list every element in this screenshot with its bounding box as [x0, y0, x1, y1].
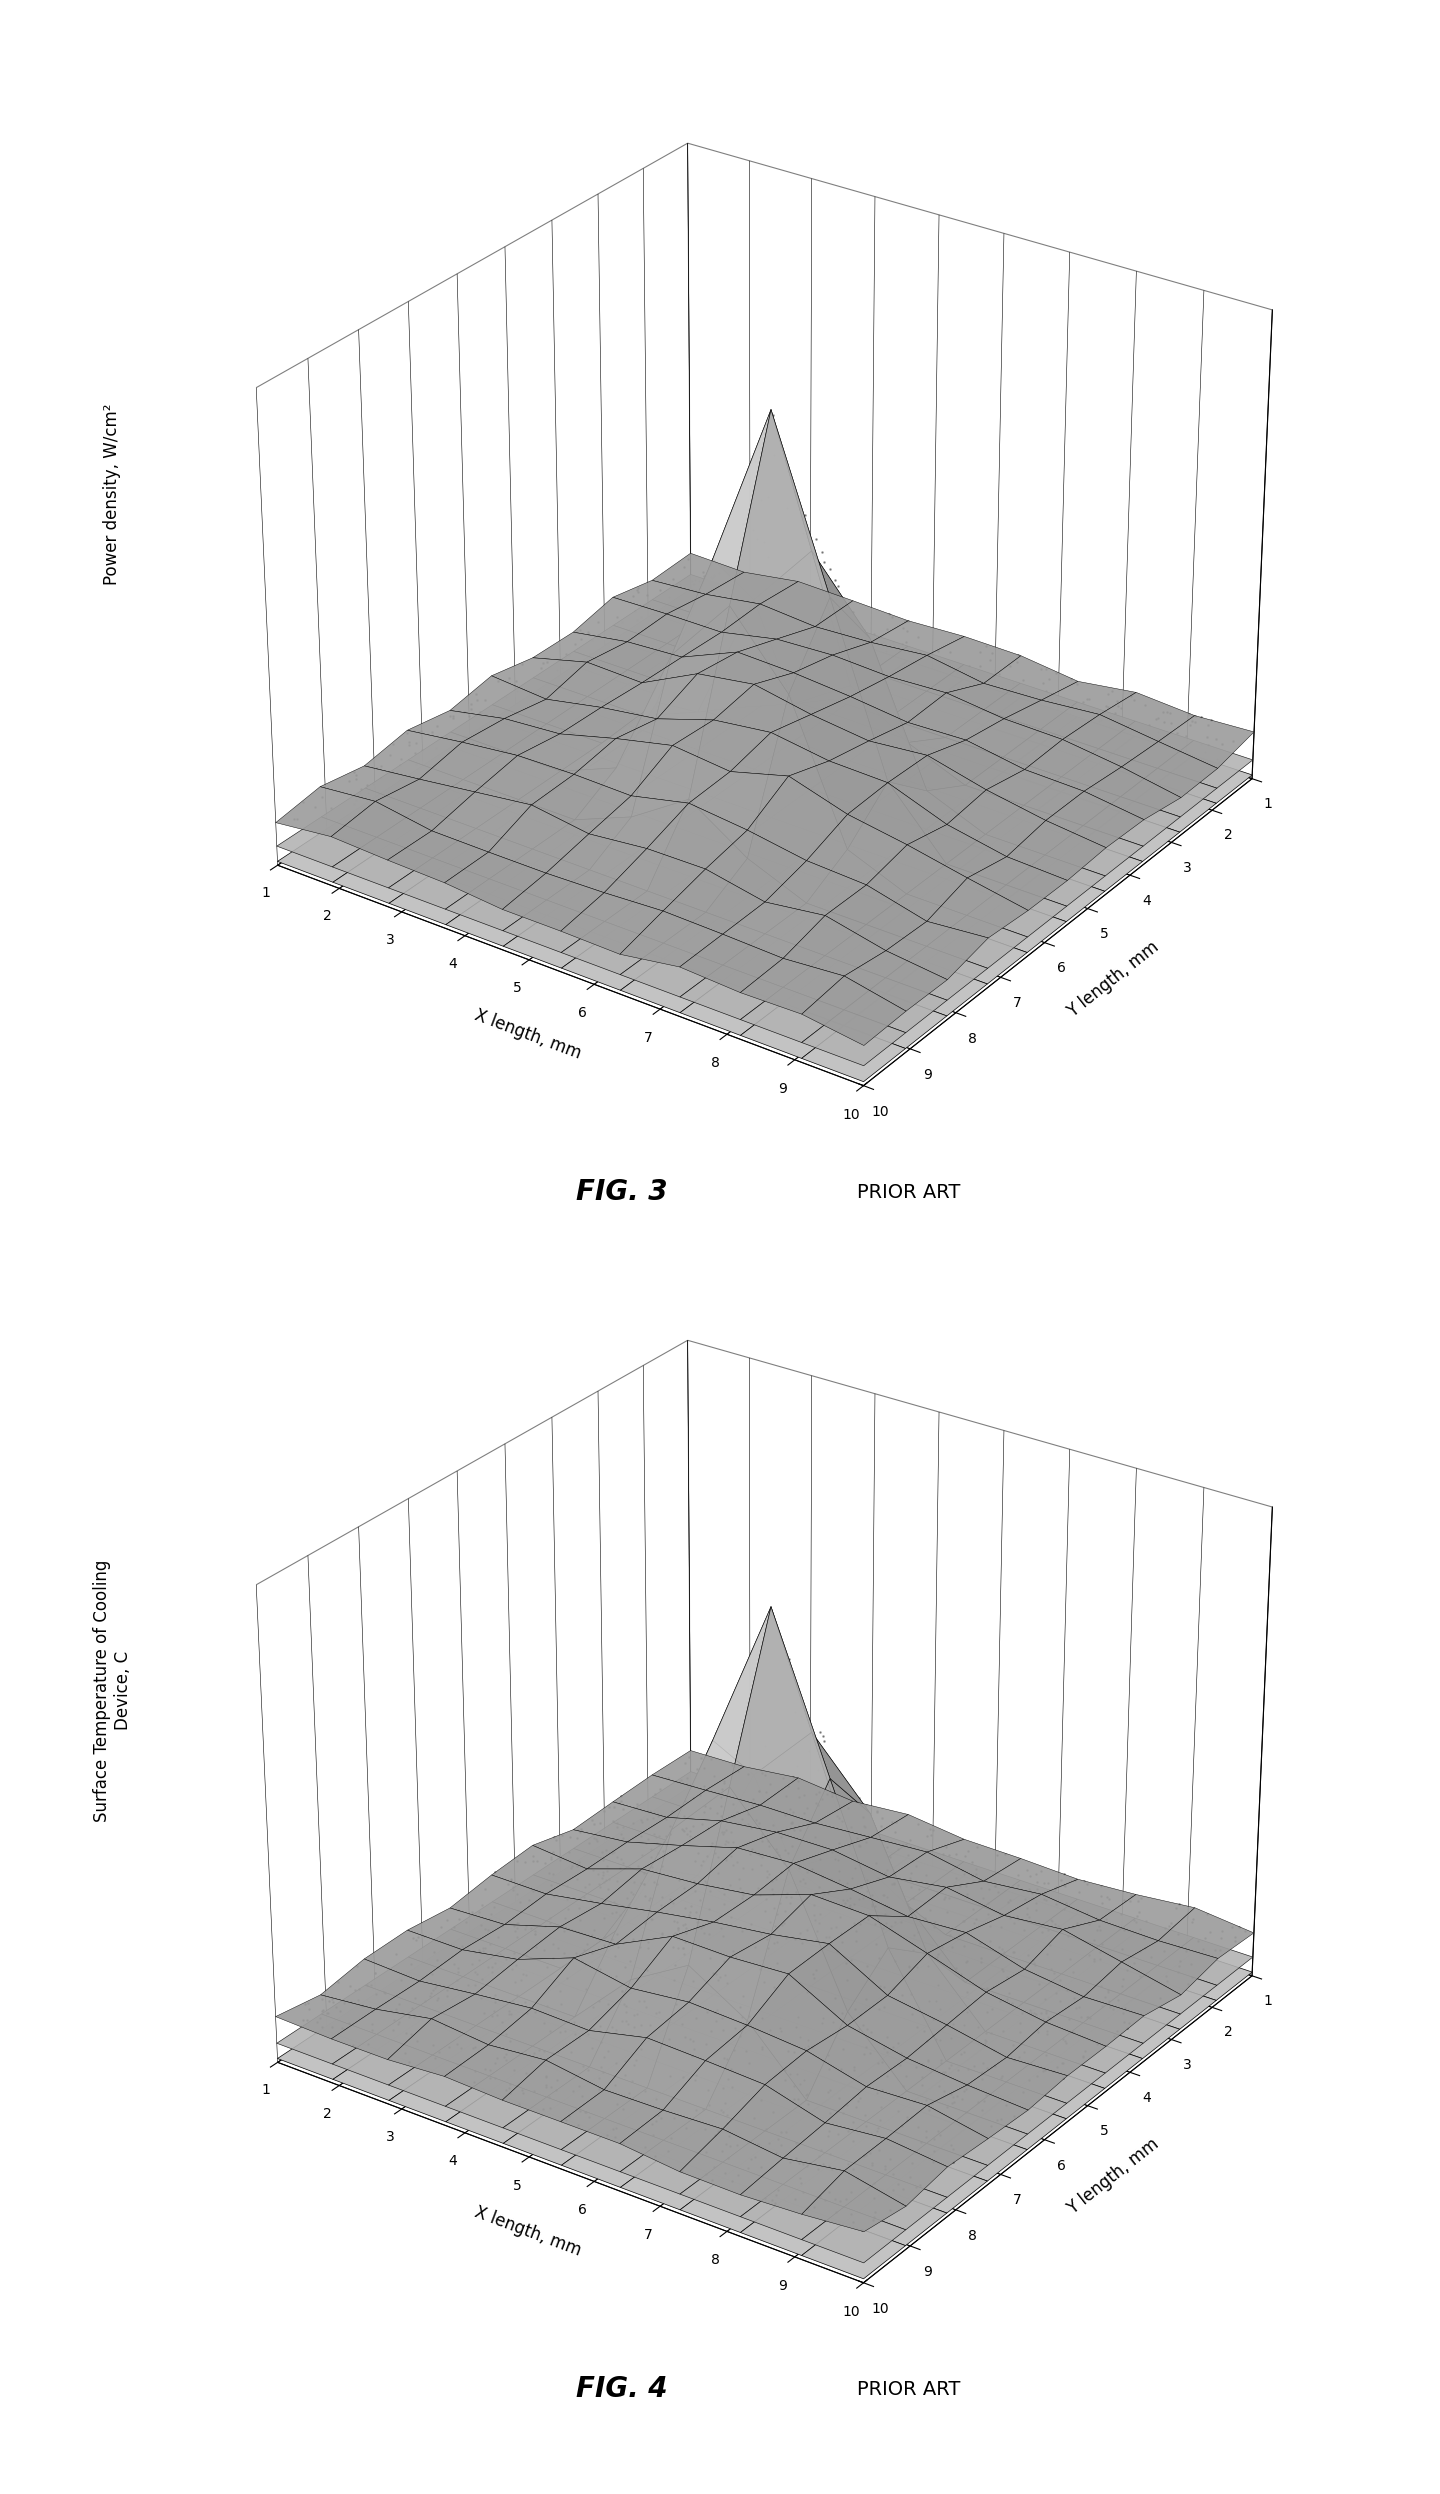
Y-axis label: Y length, mm: Y length, mm	[1064, 2135, 1164, 2217]
Text: Surface Temperature of Cooling
Device, C: Surface Temperature of Cooling Device, C	[94, 1559, 131, 1823]
Text: Power density, W/cm²: Power density, W/cm²	[104, 404, 121, 584]
X-axis label: X length, mm: X length, mm	[471, 1005, 583, 1062]
Text: PRIOR ART: PRIOR ART	[857, 2379, 960, 2399]
Text: PRIOR ART: PRIOR ART	[857, 1182, 960, 1202]
Text: FIG. 3: FIG. 3	[576, 1177, 668, 1207]
Text: FIG. 4: FIG. 4	[576, 2374, 668, 2404]
Y-axis label: Y length, mm: Y length, mm	[1064, 938, 1164, 1020]
X-axis label: X length, mm: X length, mm	[471, 2202, 583, 2260]
